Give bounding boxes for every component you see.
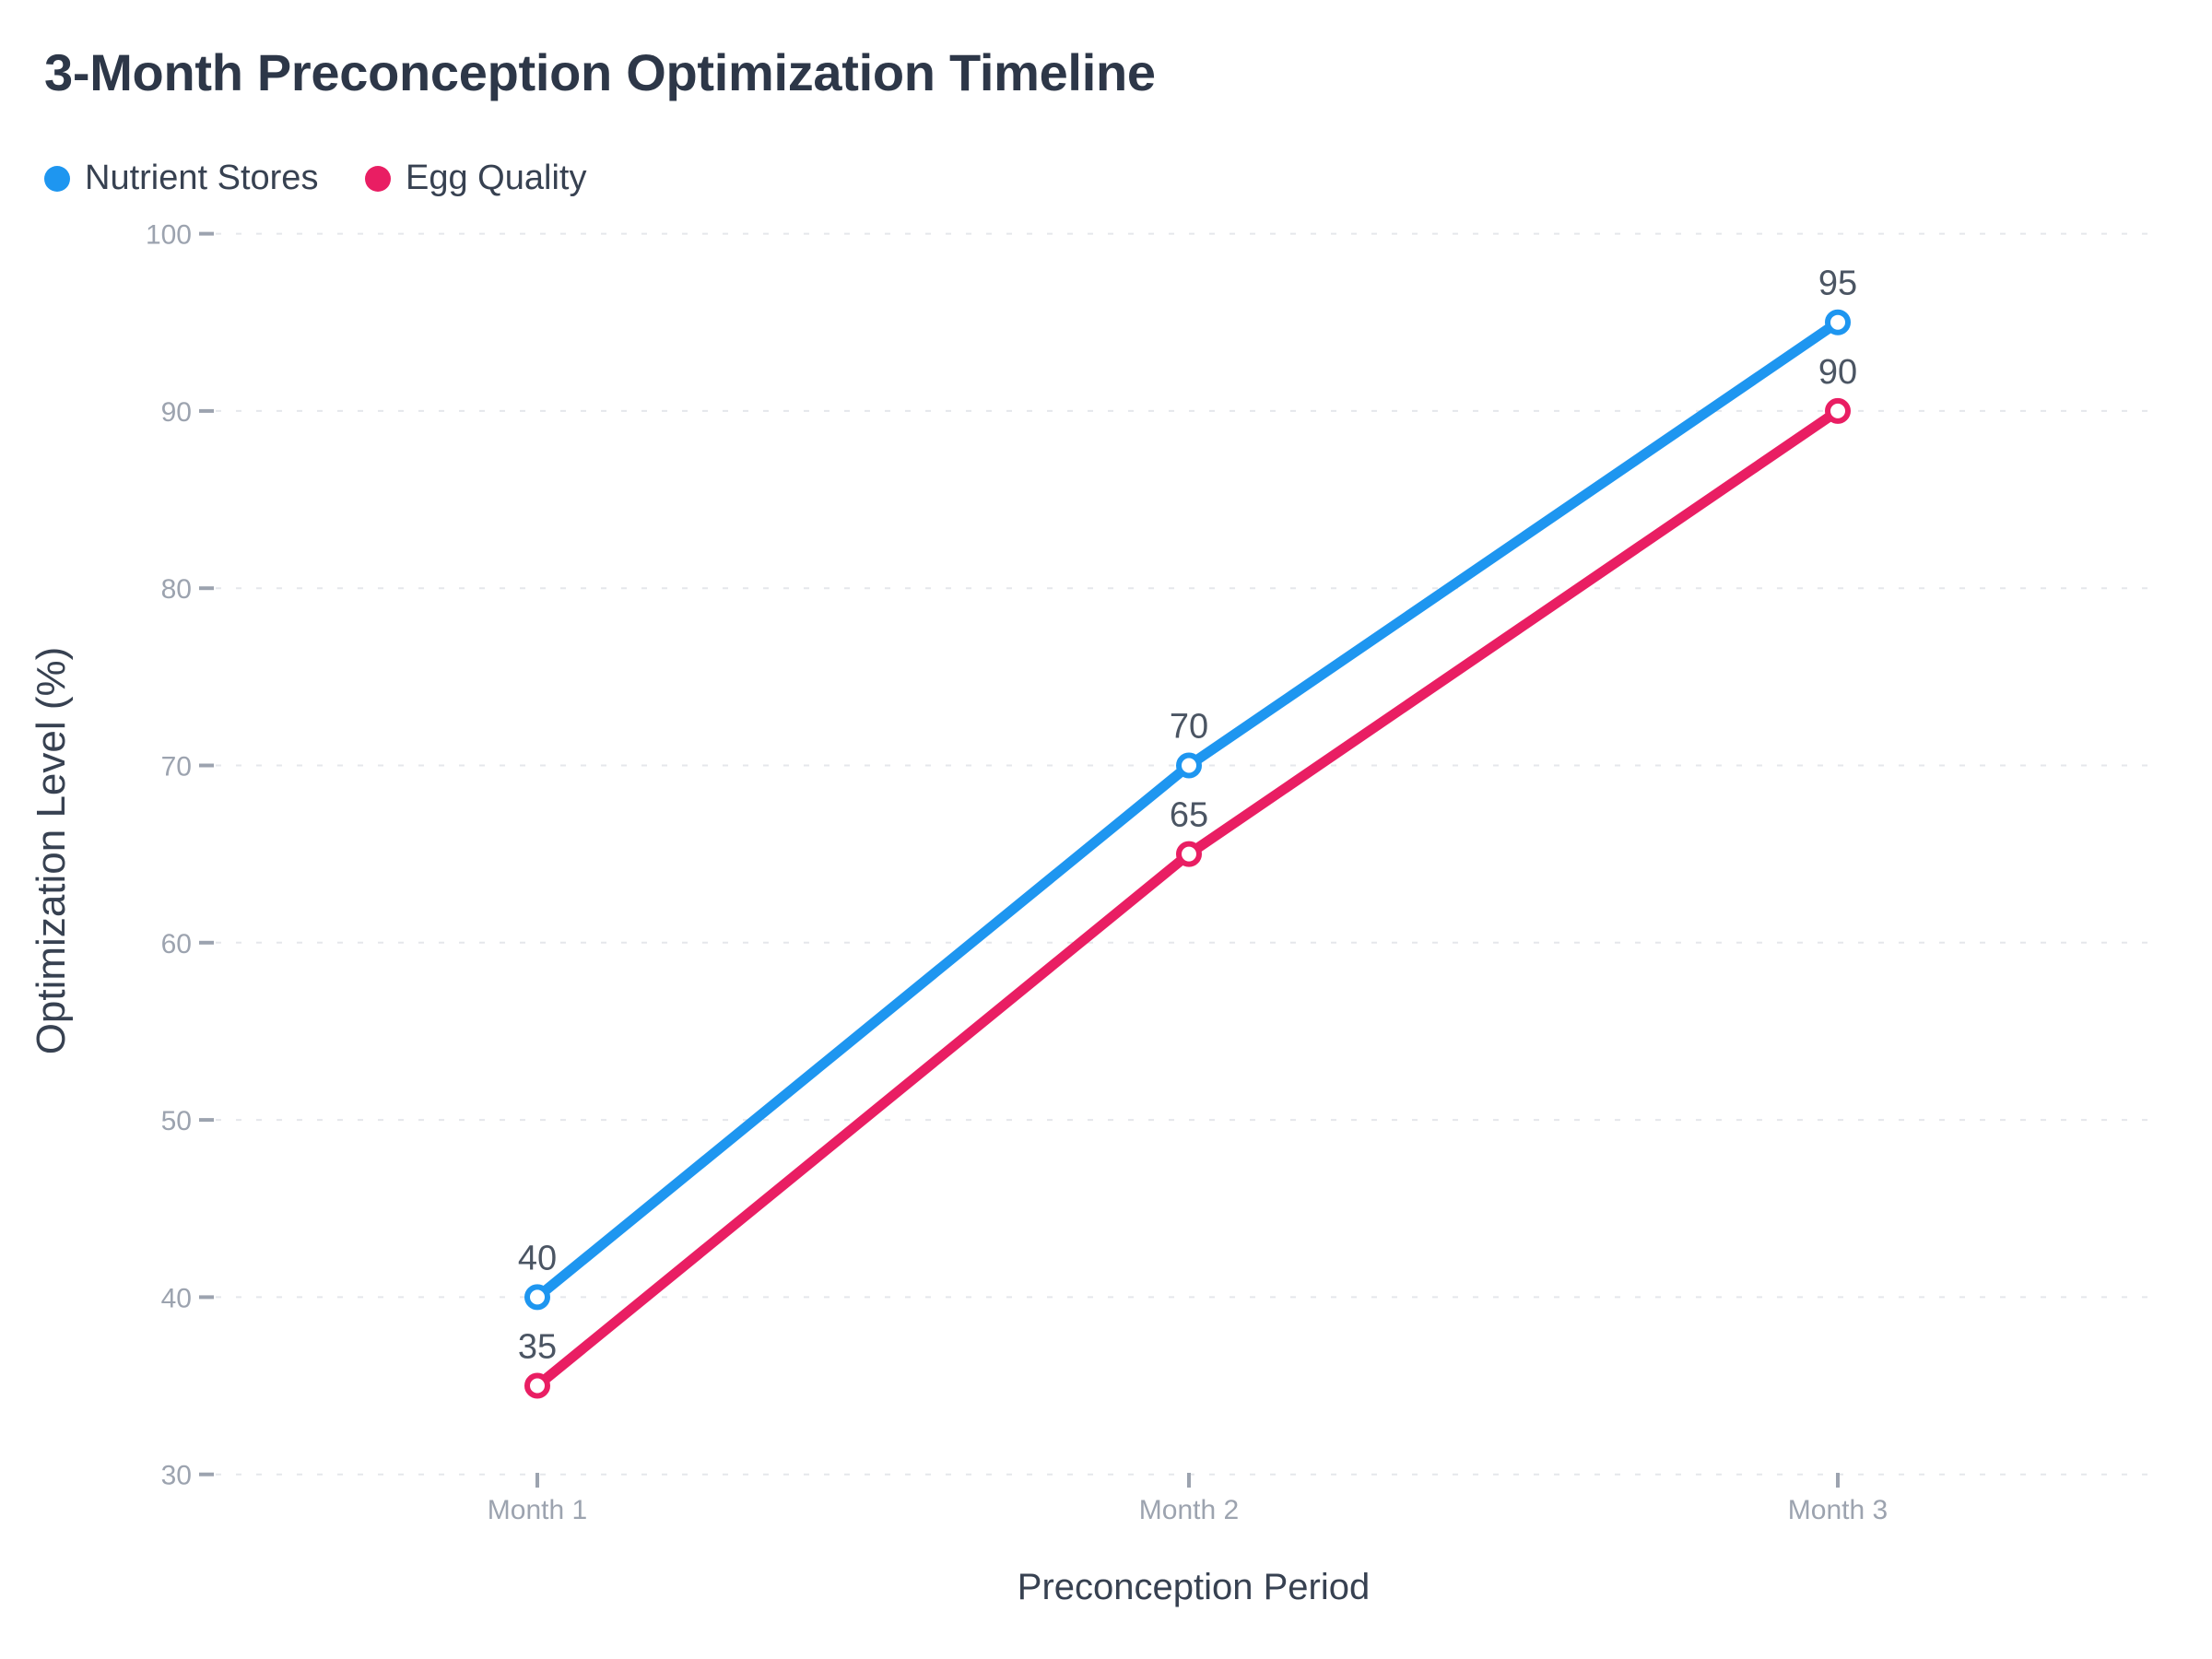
svg-text:Month 2: Month 2 bbox=[1139, 1495, 1239, 1525]
svg-text:65: 65 bbox=[1170, 796, 1208, 835]
svg-text:40: 40 bbox=[518, 1239, 557, 1277]
svg-text:90: 90 bbox=[161, 397, 192, 428]
svg-text:30: 30 bbox=[161, 1461, 192, 1491]
svg-text:40: 40 bbox=[161, 1283, 192, 1313]
svg-text:100: 100 bbox=[146, 220, 192, 251]
svg-text:Preconception Period: Preconception Period bbox=[1018, 1567, 1370, 1607]
svg-text:90: 90 bbox=[1818, 353, 1857, 392]
svg-text:Month 1: Month 1 bbox=[488, 1495, 587, 1525]
svg-text:95: 95 bbox=[1818, 265, 1857, 303]
svg-text:Month 3: Month 3 bbox=[1788, 1495, 1888, 1525]
svg-text:Optimization Level (%): Optimization Level (%) bbox=[29, 647, 74, 1055]
svg-text:70: 70 bbox=[161, 752, 192, 782]
svg-text:60: 60 bbox=[161, 929, 192, 959]
svg-text:35: 35 bbox=[518, 1328, 557, 1367]
svg-text:70: 70 bbox=[1170, 708, 1208, 747]
svg-text:80: 80 bbox=[161, 574, 192, 605]
svg-text:50: 50 bbox=[161, 1106, 192, 1136]
